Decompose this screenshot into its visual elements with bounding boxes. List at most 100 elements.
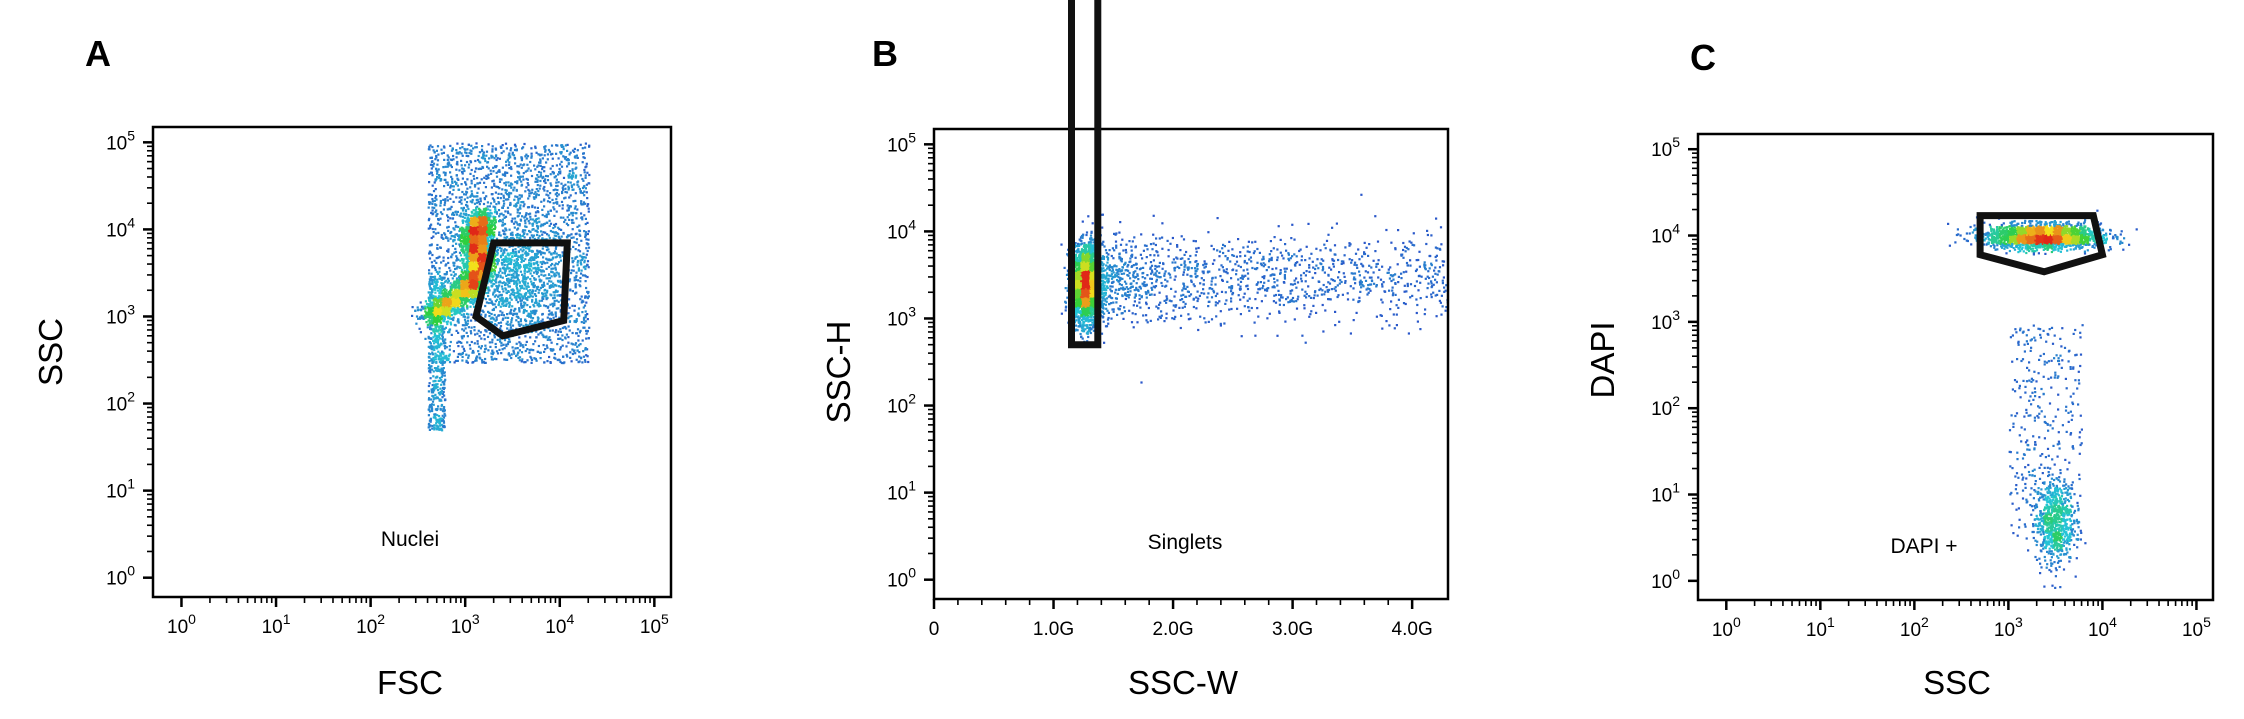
data-point — [562, 148, 565, 151]
data-point — [442, 198, 445, 201]
data-point — [527, 206, 531, 209]
data-point — [458, 251, 462, 254]
data-point — [552, 189, 555, 192]
data-point — [502, 199, 505, 202]
data-point — [588, 173, 591, 177]
data-point — [435, 194, 438, 198]
data-point — [464, 210, 468, 213]
data-point — [455, 312, 458, 315]
data-point — [556, 189, 559, 192]
data-point — [452, 240, 455, 243]
data-point — [474, 146, 477, 149]
data-point — [533, 206, 537, 209]
data-point — [578, 233, 581, 236]
data-point — [466, 196, 469, 199]
data-point — [494, 346, 497, 349]
data-point — [464, 288, 467, 291]
data-point — [492, 170, 495, 173]
data-point — [426, 326, 429, 329]
data-point — [476, 233, 479, 236]
data-point — [466, 216, 469, 219]
data-point — [555, 271, 558, 274]
data-point — [425, 321, 428, 324]
data-point — [499, 145, 502, 148]
data-point — [580, 216, 583, 219]
data-point — [472, 147, 475, 150]
data-point — [585, 238, 588, 241]
data-point — [575, 271, 578, 274]
data-point — [575, 212, 578, 215]
data-point — [465, 226, 468, 229]
data-point — [577, 267, 580, 270]
data-point — [545, 249, 549, 252]
data-point — [460, 245, 464, 249]
data-point — [424, 300, 427, 303]
data-point — [525, 340, 528, 343]
data-point — [570, 236, 573, 239]
data-point — [436, 172, 439, 175]
data-point — [554, 201, 557, 204]
data-point — [463, 281, 467, 284]
data-point — [444, 264, 447, 267]
data-point — [477, 227, 480, 231]
data-point — [506, 206, 510, 209]
data-point — [457, 345, 460, 348]
data-point — [457, 238, 460, 241]
data-point — [467, 237, 470, 241]
data-point — [581, 361, 584, 364]
data-point — [533, 164, 536, 167]
data-point — [456, 304, 459, 307]
data-point — [482, 231, 485, 234]
data-point — [476, 332, 479, 335]
data-point — [498, 157, 501, 160]
data-point — [457, 258, 460, 261]
data-point — [436, 159, 440, 162]
data-point — [467, 298, 471, 302]
data-point — [499, 197, 502, 200]
data-point — [475, 242, 479, 245]
data-point — [529, 215, 532, 218]
data-point — [453, 236, 456, 239]
data-point — [542, 281, 545, 284]
data-point — [488, 289, 491, 292]
data-point — [456, 210, 459, 213]
data-point — [470, 168, 473, 172]
data-point — [509, 203, 512, 207]
data-point — [516, 211, 519, 214]
data-point — [577, 180, 580, 183]
data-point — [468, 230, 471, 233]
data-point — [424, 316, 427, 319]
data-point — [546, 190, 549, 193]
data-point — [559, 256, 562, 259]
data-point — [492, 264, 495, 267]
data-point — [444, 338, 447, 341]
data-point — [447, 229, 450, 232]
data-point — [493, 182, 496, 185]
data-point — [456, 163, 459, 166]
data-point — [500, 247, 503, 250]
data-point — [436, 163, 439, 166]
data-point — [496, 352, 500, 355]
data-point — [566, 209, 569, 212]
data-point — [461, 261, 464, 265]
data-point — [455, 213, 458, 216]
data-point — [557, 193, 560, 196]
data-point — [449, 323, 453, 326]
data-point — [474, 281, 477, 284]
data-point — [548, 236, 551, 239]
data-point — [506, 171, 509, 174]
data-point — [579, 280, 582, 283]
data-point — [501, 188, 504, 191]
data-point — [470, 340, 473, 344]
data-point — [488, 157, 491, 160]
data-point — [571, 218, 574, 222]
data-point — [575, 232, 578, 235]
data-point — [444, 297, 447, 300]
data-point — [491, 219, 494, 222]
data-point — [455, 149, 458, 152]
data-point — [576, 149, 579, 152]
data-point — [483, 338, 486, 341]
data-point — [566, 204, 569, 207]
data-point — [511, 346, 514, 349]
data-point — [486, 245, 489, 248]
